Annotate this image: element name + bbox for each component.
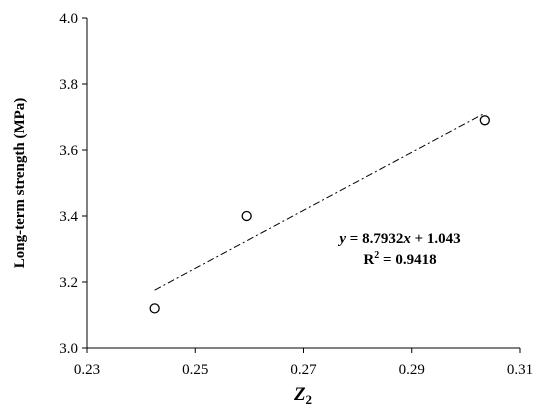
x-axis-title: Z2 bbox=[293, 384, 312, 407]
data-point bbox=[241, 210, 252, 222]
x-tick-label: 0.31 bbox=[507, 362, 533, 378]
equation-intercept: + 1.043 bbox=[411, 231, 461, 247]
y-axis-ticks: 3.0 3.2 3.4 3.6 3.8 4.0 bbox=[59, 11, 87, 357]
trendline bbox=[154, 112, 486, 291]
r-squared-value: = 0.9418 bbox=[379, 252, 436, 268]
r-squared-label: R2 = 0.9418 bbox=[363, 250, 436, 268]
data-point bbox=[479, 115, 490, 126]
x-axis-title-main: Z bbox=[293, 384, 306, 405]
trendline-group bbox=[154, 112, 486, 291]
y-axis-title: Long-term strength (MPa) bbox=[12, 98, 28, 269]
y-tick-label: 3.4 bbox=[59, 209, 78, 225]
r-squared-exponent: 2 bbox=[374, 250, 379, 261]
equation-x: x bbox=[402, 231, 411, 247]
r-squared-r: R bbox=[363, 252, 374, 268]
equation-y: y bbox=[337, 231, 346, 247]
data-points bbox=[149, 115, 490, 314]
regression-equation: y = 8.7932x + 1.043 bbox=[337, 231, 460, 247]
x-axis-ticks: 0.23 0.25 0.27 0.29 0.31 bbox=[74, 348, 533, 378]
x-tick-label: 0.27 bbox=[290, 362, 317, 378]
plot-area bbox=[86, 18, 520, 349]
y-tick-label: 3.0 bbox=[59, 341, 78, 357]
y-tick-label: 3.8 bbox=[59, 77, 78, 93]
x-tick-label: 0.29 bbox=[399, 362, 425, 378]
x-tick-label: 0.23 bbox=[74, 362, 100, 378]
y-tick-label: 3.2 bbox=[59, 275, 78, 291]
x-axis-title-subscript: 2 bbox=[306, 392, 313, 407]
y-tick-label: 4.0 bbox=[59, 11, 78, 27]
equation-coef: = 8.7932 bbox=[346, 231, 403, 247]
x-tick-label: 0.25 bbox=[182, 362, 208, 378]
y-tick-label: 3.6 bbox=[59, 143, 78, 159]
data-point bbox=[149, 303, 160, 314]
